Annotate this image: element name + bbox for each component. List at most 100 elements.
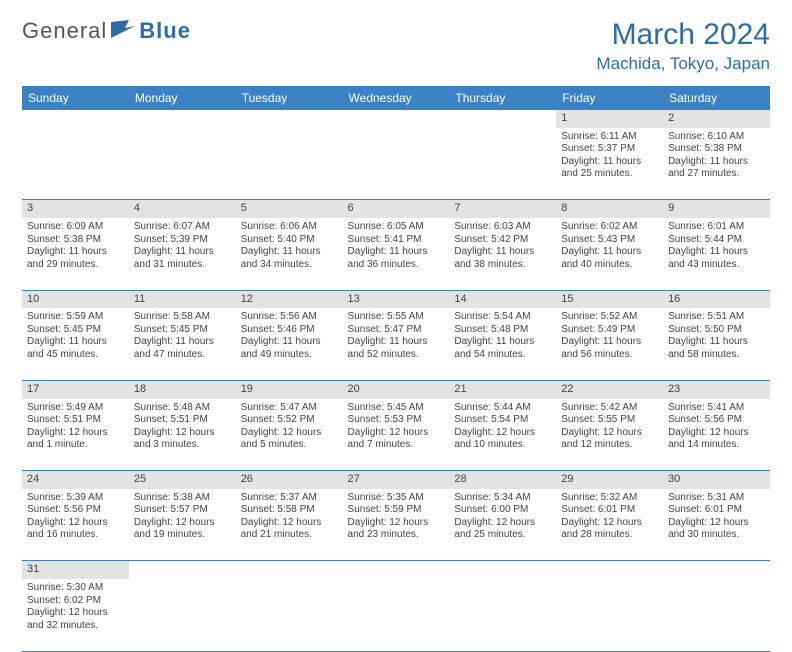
logo: General Blue [22,18,191,44]
sunrise-text: Sunrise: 5:42 AM [561,402,658,415]
daylight-text: and 3 minutes. [134,439,231,452]
sunrise-text: Sunrise: 6:07 AM [134,221,231,234]
day-cell: Sunrise: 5:56 AMSunset: 5:46 PMDaylight:… [236,308,343,380]
sunset-text: Sunset: 5:54 PM [454,414,551,427]
sunset-text: Sunset: 5:51 PM [134,414,231,427]
sunset-text: Sunset: 5:56 PM [27,504,124,517]
day-number [343,561,450,579]
sunset-text: Sunset: 5:43 PM [561,234,658,247]
day-number: 2 [663,110,770,128]
day-number: 23 [663,380,770,398]
daylight-text: Daylight: 11 hours [454,336,551,349]
sunset-text: Sunset: 6:01 PM [668,504,765,517]
day-cell: Sunrise: 6:03 AMSunset: 5:42 PMDaylight:… [449,218,556,290]
sunrise-text: Sunrise: 5:47 AM [241,402,338,415]
day-number: 12 [236,290,343,308]
daylight-text: and 28 minutes. [561,529,658,542]
day-cell: Sunrise: 5:49 AMSunset: 5:51 PMDaylight:… [22,399,129,471]
sunset-text: Sunset: 5:48 PM [454,324,551,337]
daylight-text: Daylight: 11 hours [348,246,445,259]
daylight-text: Daylight: 12 hours [27,517,124,530]
sunrise-text: Sunrise: 5:54 AM [454,311,551,324]
day-cell: Sunrise: 5:52 AMSunset: 5:49 PMDaylight:… [556,308,663,380]
sunset-text: Sunset: 5:40 PM [241,234,338,247]
sunrise-text: Sunrise: 5:34 AM [454,492,551,505]
sunrise-text: Sunrise: 6:05 AM [348,221,445,234]
daylight-text: Daylight: 11 hours [134,246,231,259]
header: General Blue March 2024 Machida, Tokyo, … [22,18,770,74]
daylight-text: and 12 minutes. [561,439,658,452]
day-cell [663,579,770,651]
daylight-text: and 14 minutes. [668,439,765,452]
sunset-text: Sunset: 5:58 PM [241,504,338,517]
sunrise-text: Sunrise: 6:01 AM [668,221,765,234]
sunrise-text: Sunrise: 5:45 AM [348,402,445,415]
sunrise-text: Sunrise: 5:58 AM [134,311,231,324]
day-number: 4 [129,200,236,218]
day-number: 25 [129,471,236,489]
day-cell: Sunrise: 5:37 AMSunset: 5:58 PMDaylight:… [236,489,343,561]
day-cell [236,128,343,200]
day-number-row: 12 [22,110,770,128]
day-cell: Sunrise: 5:39 AMSunset: 5:56 PMDaylight:… [22,489,129,561]
day-number: 17 [22,380,129,398]
day-cell: Sunrise: 5:51 AMSunset: 5:50 PMDaylight:… [663,308,770,380]
day-number [449,561,556,579]
daylight-text: and 30 minutes. [668,529,765,542]
daylight-text: Daylight: 12 hours [668,517,765,530]
day-header: Saturday [663,86,770,110]
day-number: 10 [22,290,129,308]
daylight-text: and 54 minutes. [454,349,551,362]
sunrise-text: Sunrise: 5:55 AM [348,311,445,324]
logo-blue: Blue [139,18,191,44]
daylight-text: and 43 minutes. [668,259,765,272]
sunrise-text: Sunrise: 5:35 AM [348,492,445,505]
day-cell: Sunrise: 5:38 AMSunset: 5:57 PMDaylight:… [129,489,236,561]
week-row: Sunrise: 5:39 AMSunset: 5:56 PMDaylight:… [22,489,770,561]
day-cell: Sunrise: 5:42 AMSunset: 5:55 PMDaylight:… [556,399,663,471]
sunset-text: Sunset: 6:01 PM [561,504,658,517]
daylight-text: Daylight: 12 hours [561,517,658,530]
daylight-text: Daylight: 12 hours [454,427,551,440]
sunset-text: Sunset: 5:53 PM [348,414,445,427]
sunrise-text: Sunrise: 6:11 AM [561,131,658,144]
sunrise-text: Sunrise: 5:30 AM [27,582,124,595]
day-cell: Sunrise: 5:41 AMSunset: 5:56 PMDaylight:… [663,399,770,471]
day-header: Thursday [449,86,556,110]
day-cell [22,128,129,200]
day-cell: Sunrise: 5:44 AMSunset: 5:54 PMDaylight:… [449,399,556,471]
sunset-text: Sunset: 5:55 PM [561,414,658,427]
day-cell: Sunrise: 6:09 AMSunset: 5:38 PMDaylight:… [22,218,129,290]
daylight-text: and 10 minutes. [454,439,551,452]
day-cell: Sunrise: 5:35 AMSunset: 5:59 PMDaylight:… [343,489,450,561]
daylight-text: Daylight: 11 hours [561,336,658,349]
day-number [663,561,770,579]
day-cell: Sunrise: 5:55 AMSunset: 5:47 PMDaylight:… [343,308,450,380]
sunset-text: Sunset: 5:59 PM [348,504,445,517]
daylight-text: and 36 minutes. [348,259,445,272]
day-header: Tuesday [236,86,343,110]
daylight-text: and 58 minutes. [668,349,765,362]
day-number [236,561,343,579]
sunrise-text: Sunrise: 6:09 AM [27,221,124,234]
daylight-text: Daylight: 11 hours [241,246,338,259]
daylight-text: and 29 minutes. [27,259,124,272]
day-cell: Sunrise: 5:58 AMSunset: 5:45 PMDaylight:… [129,308,236,380]
daylight-text: Daylight: 12 hours [561,427,658,440]
sunset-text: Sunset: 5:56 PM [668,414,765,427]
daylight-text: Daylight: 12 hours [241,427,338,440]
day-number: 28 [449,471,556,489]
daylight-text: and 7 minutes. [348,439,445,452]
daylight-text: and 16 minutes. [27,529,124,542]
day-cell: Sunrise: 6:10 AMSunset: 5:38 PMDaylight:… [663,128,770,200]
sunrise-text: Sunrise: 6:10 AM [668,131,765,144]
sunset-text: Sunset: 5:45 PM [27,324,124,337]
day-number: 14 [449,290,556,308]
sunrise-text: Sunrise: 5:49 AM [27,402,124,415]
sunrise-text: Sunrise: 5:52 AM [561,311,658,324]
day-cell: Sunrise: 6:06 AMSunset: 5:40 PMDaylight:… [236,218,343,290]
day-cell: Sunrise: 5:34 AMSunset: 6:00 PMDaylight:… [449,489,556,561]
daylight-text: and 34 minutes. [241,259,338,272]
day-number: 7 [449,200,556,218]
day-number [22,110,129,128]
